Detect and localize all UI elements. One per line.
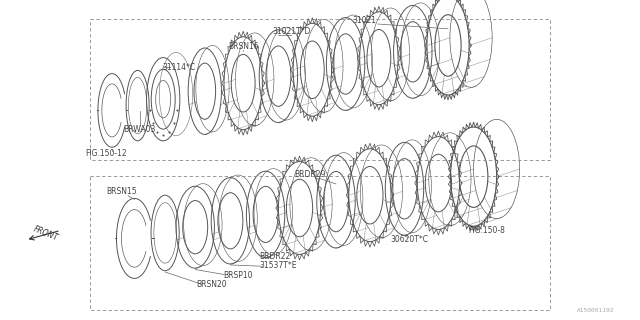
Text: BRSP10: BRSP10 [223,271,253,280]
Text: 31021T*D: 31021T*D [272,28,310,36]
Text: BRDR22: BRDR22 [260,252,291,260]
Text: BRDR29: BRDR29 [294,170,326,179]
Text: 30620T*C: 30620T*C [390,235,429,244]
Text: BRWA03: BRWA03 [124,125,156,134]
Text: A150001192: A150001192 [577,308,614,313]
Text: BRSN20: BRSN20 [196,280,227,289]
Text: FIG.150-12: FIG.150-12 [84,149,127,158]
Text: BRSN16: BRSN16 [228,42,259,51]
Text: BRSN15: BRSN15 [106,188,137,196]
Text: FRONT: FRONT [33,225,60,243]
Text: FIG.150-8: FIG.150-8 [468,226,505,235]
Text: 31537T*E: 31537T*E [260,261,297,270]
Text: 31114*C: 31114*C [163,63,196,72]
Text: 31021: 31021 [353,16,377,25]
